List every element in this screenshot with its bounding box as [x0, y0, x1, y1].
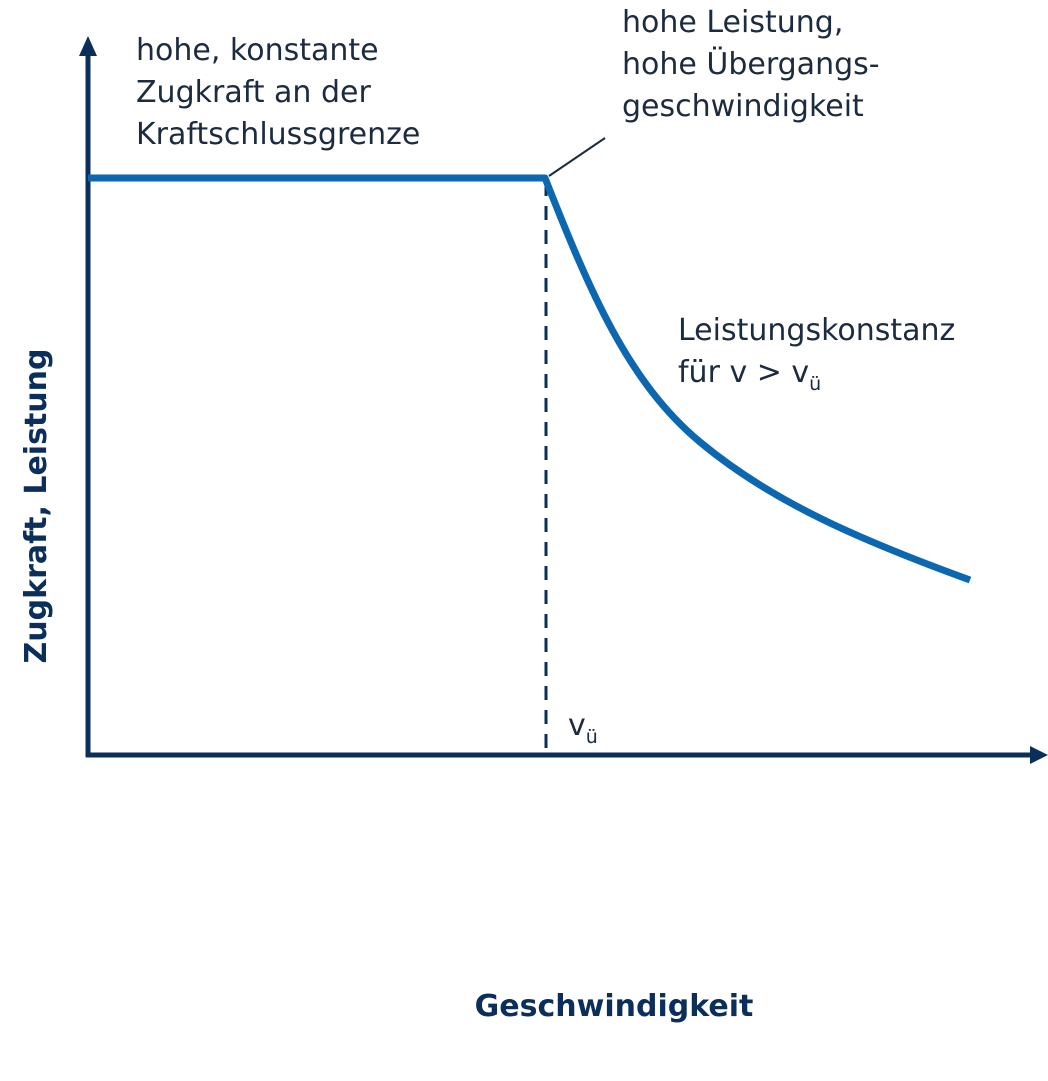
annotation-line: geschwindigkeit	[622, 89, 864, 124]
y-axis-arrow	[79, 36, 97, 56]
x-axis-arrow	[1030, 746, 1048, 764]
leader-line	[548, 137, 606, 177]
annotation-line: Leistungskonstanz	[678, 313, 955, 348]
annotation-text: für v > v	[678, 355, 809, 390]
y-axis-label: Zugkraft, Leistung	[19, 349, 54, 664]
v-subscript: ü	[586, 726, 598, 748]
traction-curve	[88, 174, 972, 584]
v-marker: vü	[568, 708, 598, 748]
annotation-line: Zugkraft an der	[136, 75, 371, 110]
annotation-line: hohe Übergangs-	[622, 46, 880, 82]
x-axis-label: Geschwindigkeit	[475, 989, 754, 1024]
annotation-subscript: ü	[809, 373, 821, 395]
v-symbol: v	[568, 708, 586, 743]
annotation-line: hohe, konstante	[136, 33, 379, 68]
annotation-line: Kraftschlussgrenze	[136, 117, 420, 152]
annotation-line: hohe Leistung,	[622, 5, 843, 40]
annotation-line: für v > vü	[678, 355, 821, 395]
